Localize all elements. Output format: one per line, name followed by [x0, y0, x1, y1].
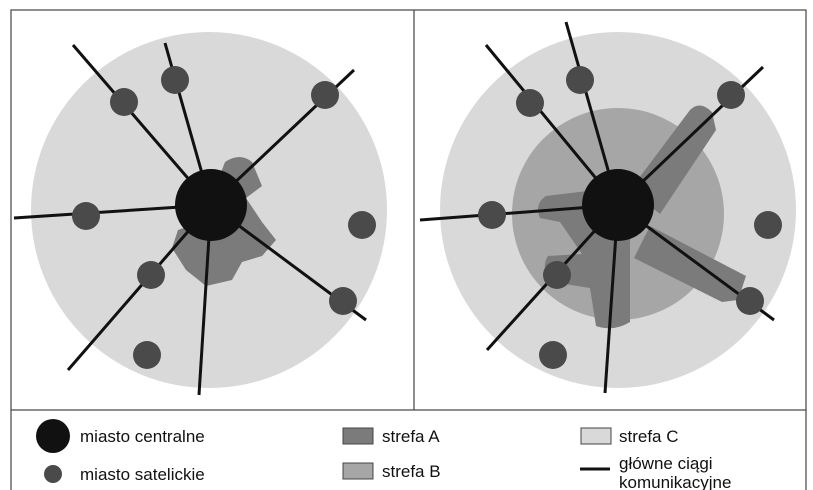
legend-satellite-city-symbol [44, 465, 62, 483]
satellite-city [311, 81, 339, 109]
satellite-city [717, 81, 745, 109]
panel-left [13, 32, 387, 396]
satellite-city [539, 341, 567, 369]
satellite-city [329, 287, 357, 315]
satellite-city [543, 261, 571, 289]
zone-a-body [538, 190, 630, 329]
legend-satellite-city-label: miasto satelickie [80, 465, 205, 484]
satellite-city [110, 88, 138, 116]
diagram-frame [10, 9, 807, 411]
satellite-city [736, 287, 764, 315]
satellite-city [754, 211, 782, 239]
central-city [175, 169, 247, 241]
legend-zone-a-swatch [342, 427, 374, 445]
satellite-city [516, 89, 544, 117]
legend-zone-b-label: strefa B [382, 462, 441, 481]
satellite-city [478, 201, 506, 229]
satellite-city [566, 66, 594, 94]
legend-central-city-symbol [36, 419, 70, 453]
legend-zone-b-swatch [342, 462, 374, 480]
satellite-city [137, 261, 165, 289]
legend-zone-a-label: strefa A [382, 427, 440, 446]
legend-central-city-label: miasto centralne [80, 427, 205, 446]
legend-roads-label-line1: główne ciągi [619, 454, 713, 473]
satellite-cities [478, 66, 782, 369]
panel-right [419, 21, 796, 394]
satellite-city [348, 211, 376, 239]
road [66, 204, 213, 371]
satellite-city [72, 202, 100, 230]
satellite-city [161, 66, 189, 94]
central-city [582, 169, 654, 241]
legend-zone-c-label: strefa C [619, 427, 679, 446]
legend: miasto centralne miasto satelickie stref… [36, 419, 731, 490]
satellite-city [133, 341, 161, 369]
legend-roads-label-line2: komunikacyjne [619, 473, 731, 490]
legend-zone-c-swatch [580, 427, 612, 445]
satellite-cities [72, 66, 376, 369]
zone-a-arm-se [634, 226, 746, 302]
